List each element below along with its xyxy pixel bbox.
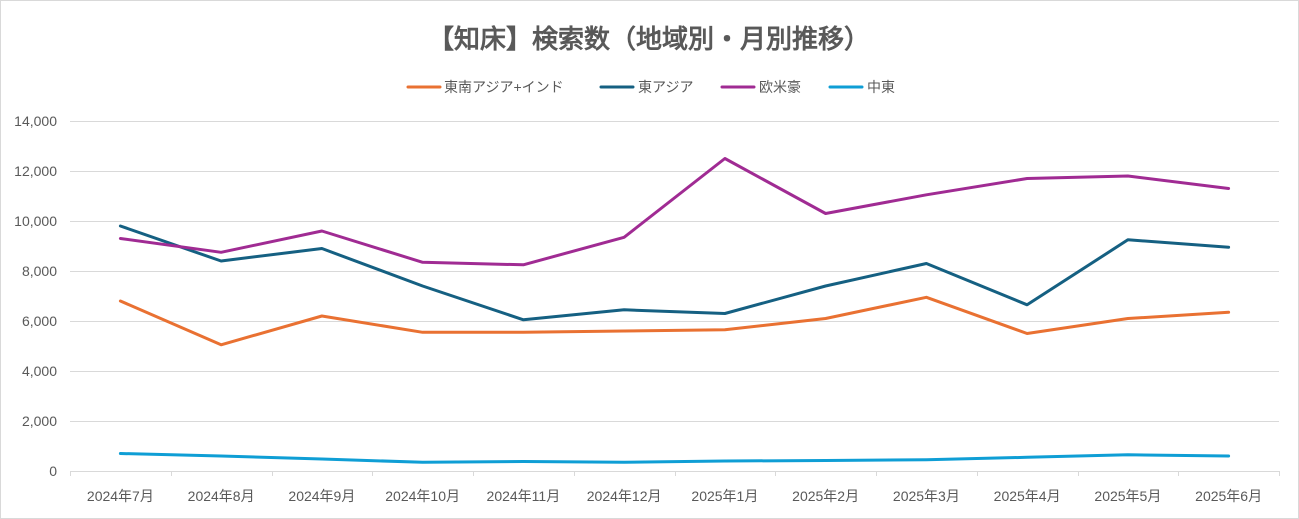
x-tick-label: 2024年8月 (188, 488, 255, 504)
y-tick-label: 2,000 (22, 413, 57, 429)
x-tick-label: 2025年3月 (893, 488, 960, 504)
legend-label-middle-east: 中東 (867, 79, 895, 95)
legend-item-southeast-asia-india: 東南アジア+インド (406, 79, 564, 95)
x-tick-label: 2024年9月 (288, 488, 355, 504)
x-tick-label: 2024年10月 (385, 488, 460, 504)
x-tick-label: 2025年4月 (994, 488, 1061, 504)
legend-label-east-asia: 東アジア (638, 79, 693, 95)
x-tick-label: 2025年1月 (691, 488, 758, 504)
y-tick-label: 8,000 (22, 263, 57, 279)
x-tick-label: 2025年6月 (1195, 488, 1262, 504)
y-tick-label: 14,000 (14, 113, 57, 129)
x-tick-label: 2024年12月 (587, 488, 662, 504)
series-line-middle-east (118, 452, 1231, 464)
x-tick-label: 2025年5月 (1094, 488, 1161, 504)
x-axis: 2024年7月 2024年8月 2024年9月 2024年10月 2024年11月 202… (70, 471, 1280, 504)
x-tick-label: 2024年7月 (87, 488, 154, 504)
legend-label-southeast-asia-india: 東南アジア+インド (444, 79, 564, 95)
legend-label-europe-us-australia: 欧米豪 (759, 79, 801, 95)
y-tick-label: 12,000 (14, 163, 57, 179)
chart-title: 【知床】検索数（地域別・月別推移） (428, 24, 870, 54)
legend-item-europe-us-australia: 欧米豪 (720, 79, 801, 95)
legend-item-east-asia: 東アジア (599, 79, 693, 95)
series-line-europe-us-australia (118, 157, 1231, 267)
x-tick-label: 2025年2月 (792, 488, 859, 504)
x-tick-label: 2024年11月 (487, 488, 561, 504)
legend: 東南アジア+インド 東アジア 欧米豪 中東 (406, 79, 895, 95)
legend-item-middle-east: 中東 (828, 79, 895, 95)
gridlines (70, 121, 1279, 472)
y-tick-label: 10,000 (14, 213, 57, 229)
plot-area (118, 157, 1231, 464)
series-line-southeast-asia-india (118, 295, 1231, 347)
y-tick-label: 6,000 (22, 313, 57, 329)
y-tick-label: 0 (49, 463, 57, 479)
series-line-east-asia (118, 224, 1231, 322)
y-tick-label: 4,000 (22, 363, 57, 379)
y-axis: 0 2,000 4,000 6,000 8,000 10,000 12,000 14,000 (14, 113, 57, 479)
